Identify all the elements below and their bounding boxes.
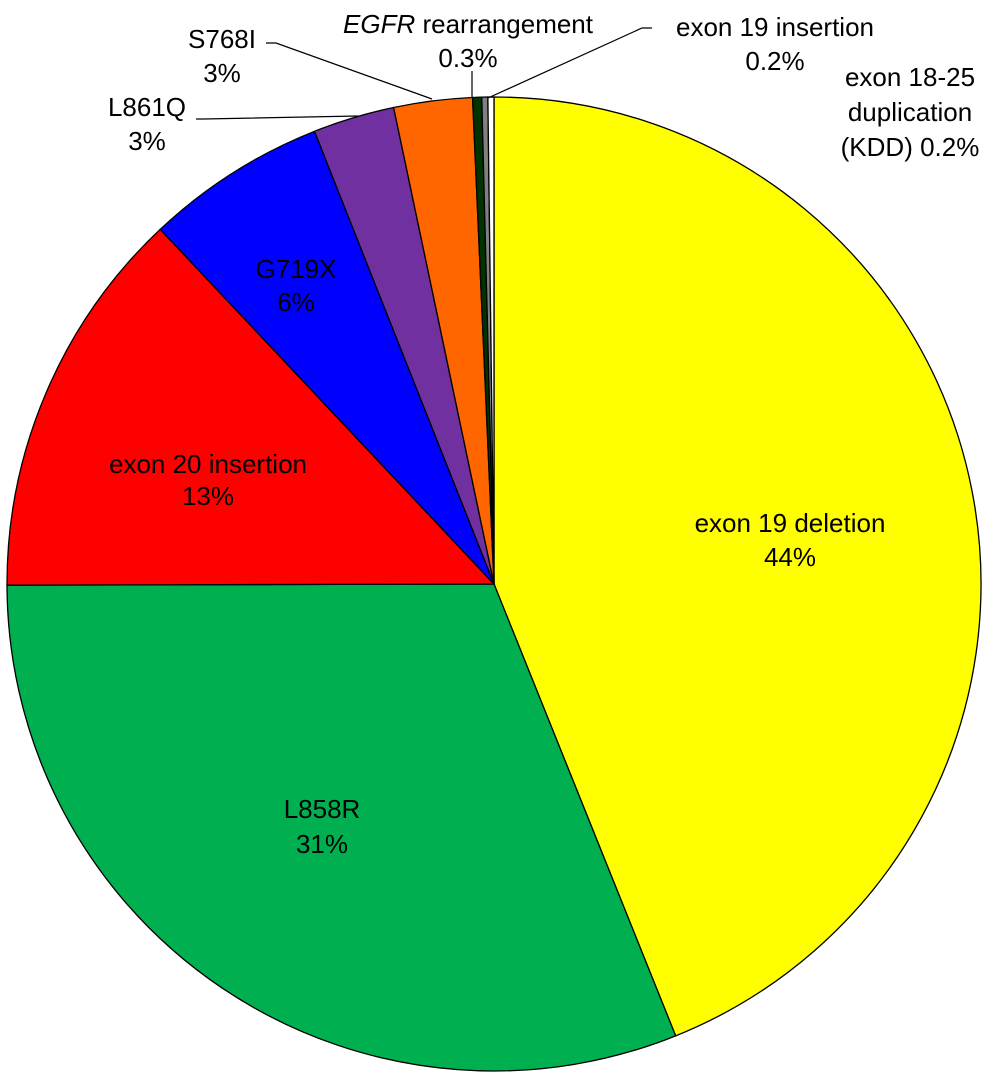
label-exon20-insertion: exon 20 insertion [109, 449, 307, 479]
label-exon19-insertion: exon 19 insertion [676, 12, 874, 42]
label-egfr-rest: rearrangement [415, 9, 594, 39]
value-exon20-insertion: 13% [182, 481, 234, 511]
label-kdd-line1: exon 18-25 [845, 62, 975, 92]
value-s768i: 3% [203, 58, 241, 88]
value-egfr-rearrangement: 0.3% [438, 43, 497, 73]
value-exon19-insertion: 0.2% [745, 46, 804, 76]
value-l858r: 31% [296, 829, 348, 859]
label-s768i: S768I [188, 24, 256, 54]
label-kdd-line3: (KDD) 0.2% [841, 132, 980, 162]
leader-line-exon19-insertion [487, 27, 652, 99]
pie-slice-g719x [159, 130, 495, 585]
label-egfr-rearrangement: EGFR rearrangement [343, 9, 594, 39]
label-egfr-italic: EGFR [343, 9, 415, 39]
value-exon19-deletion: 44% [764, 542, 816, 572]
value-l861q: 3% [128, 126, 166, 156]
pie-slice-exon-20-insertion [6, 228, 496, 586]
pie-slices [6, 96, 982, 1072]
label-kdd-line2: duplication [848, 97, 972, 127]
leader-line-s768i [266, 42, 433, 100]
leader-line-l861q [196, 115, 359, 120]
label-g719x: G719X [256, 254, 337, 284]
value-g719x: 6% [277, 287, 315, 317]
leader-lines [196, 27, 652, 120]
label-l858r: L858R [284, 794, 361, 824]
label-exon19-deletion: exon 19 deletion [695, 508, 886, 538]
label-l861q: L861Q [108, 92, 186, 122]
pie-slice-exon-19-deletion [493, 96, 982, 1037]
pie-slice-l858r [6, 583, 677, 1072]
